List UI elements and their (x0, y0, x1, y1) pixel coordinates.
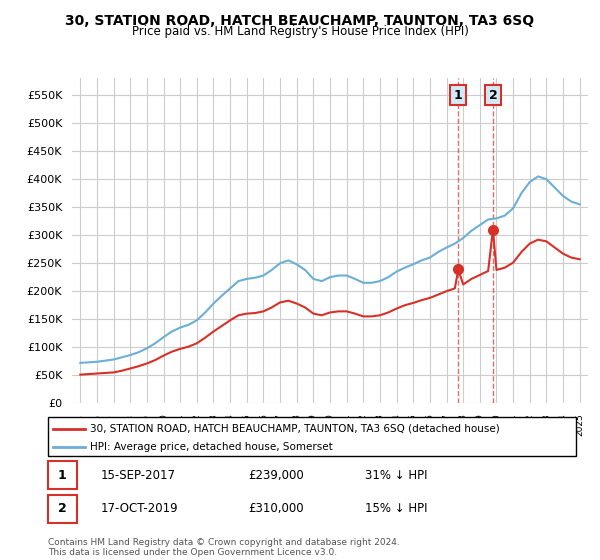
Text: 31% ↓ HPI: 31% ↓ HPI (365, 469, 427, 482)
Text: £310,000: £310,000 (248, 502, 304, 515)
Text: 2: 2 (488, 88, 497, 102)
Text: HPI: Average price, detached house, Somerset: HPI: Average price, detached house, Some… (90, 442, 333, 451)
FancyBboxPatch shape (48, 461, 77, 489)
FancyBboxPatch shape (48, 417, 576, 456)
FancyBboxPatch shape (48, 495, 77, 523)
Text: 30, STATION ROAD, HATCH BEAUCHAMP, TAUNTON, TA3 6SQ: 30, STATION ROAD, HATCH BEAUCHAMP, TAUNT… (65, 14, 535, 28)
Text: Contains HM Land Registry data © Crown copyright and database right 2024.
This d: Contains HM Land Registry data © Crown c… (48, 538, 400, 557)
Text: 30, STATION ROAD, HATCH BEAUCHAMP, TAUNTON, TA3 6SQ (detached house): 30, STATION ROAD, HATCH BEAUCHAMP, TAUNT… (90, 424, 500, 434)
Text: £239,000: £239,000 (248, 469, 304, 482)
Text: 17-OCT-2019: 17-OCT-2019 (101, 502, 178, 515)
Text: 15-SEP-2017: 15-SEP-2017 (101, 469, 176, 482)
Text: 1: 1 (58, 469, 67, 482)
Text: 2: 2 (58, 502, 67, 515)
Text: 1: 1 (454, 88, 463, 102)
Text: 15% ↓ HPI: 15% ↓ HPI (365, 502, 427, 515)
Text: Price paid vs. HM Land Registry's House Price Index (HPI): Price paid vs. HM Land Registry's House … (131, 25, 469, 38)
